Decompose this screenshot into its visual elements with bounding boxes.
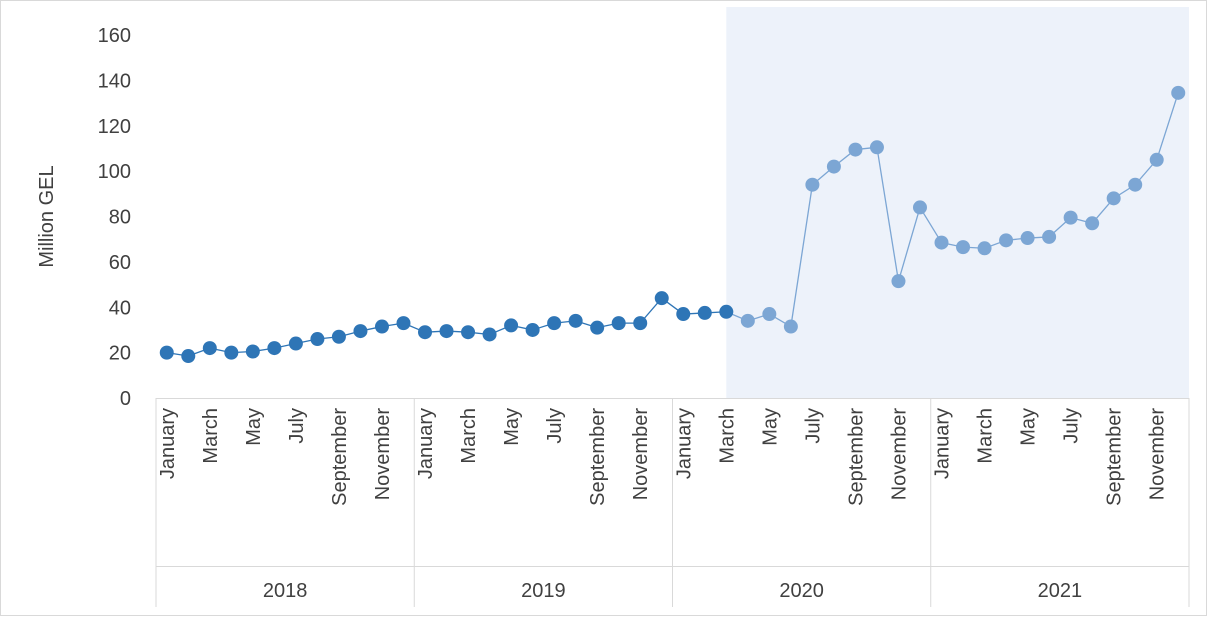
x-tick-label: September [329,408,351,506]
data-point [1042,229,1057,244]
series-segment [1156,92,1179,160]
x-tick-label: January [157,408,179,479]
y-tick-label: 60 [109,252,131,274]
data-point [331,329,346,344]
data-point [805,177,820,192]
data-point [374,319,389,334]
data-point [353,324,368,339]
data-point [482,327,497,342]
data-point [547,316,562,331]
data-point [676,307,691,322]
x-tick-label: July [1061,408,1083,444]
data-point [439,324,454,339]
y-tick-label: 160 [98,25,131,47]
series-segment [876,147,900,282]
y-tick-label: 20 [109,343,131,365]
data-point [245,344,260,359]
x-tick-label: January [932,408,954,479]
data-point [977,241,992,256]
y-axis-ticks: 0 20 40 60 80 100 120 140 160 [98,25,131,410]
x-tick-label: May [759,408,781,446]
x-tick-label: May [243,408,265,446]
x-axis [155,398,1190,607]
data-point [719,304,734,319]
x-tick-label: July [286,408,308,444]
x-axis-year-labels: 2018 2019 2020 2021 [263,580,1082,602]
y-tick-label: 120 [98,116,131,138]
data-point [912,200,927,215]
x-tick-label: September [845,408,867,506]
data-point [1149,152,1164,167]
data-point [310,332,325,347]
x-tick-label: November [372,408,394,501]
data-point [1063,210,1078,225]
data-point [783,319,798,334]
data-point [999,233,1014,248]
series-segment [897,207,921,282]
x-tick-label: November [888,408,910,501]
data-point [181,349,196,364]
series-segment [790,184,814,327]
data-point [396,316,411,331]
data-point [288,336,303,351]
year-label: 2019 [521,580,566,602]
x-tick-label: July [802,408,824,444]
data-point [461,325,476,340]
y-tick-label: 80 [109,207,131,229]
data-point [1020,231,1035,246]
data-point [633,316,648,331]
y-tick-label: 140 [98,70,131,92]
data-point [956,240,971,255]
x-tick-label: March [716,408,738,464]
x-tick-label: May [501,408,523,446]
data-point [611,316,626,331]
x-tick-label: May [1018,408,1040,446]
data-point [568,313,583,328]
y-axis-title: Million GEL [36,165,58,267]
y-tick-label: 0 [120,388,131,410]
x-tick-label: November [630,408,652,501]
data-point [159,345,174,360]
x-tick-label: January [673,408,695,479]
data-point [762,307,777,322]
x-axis-month-labels: January March May July September November Janu… [157,408,1169,506]
data-point [1128,177,1143,192]
y-tick-label: 100 [98,161,131,183]
data-point [525,322,540,337]
data-point [1171,85,1186,100]
highlight-band [726,7,1189,398]
data-point [654,291,669,306]
x-tick-label: July [544,408,566,444]
x-tick-label: March [975,408,997,464]
x-tick-label: September [587,408,609,506]
data-point [267,341,282,356]
data-point [418,325,433,340]
x-tick-label: September [1104,408,1126,506]
data-point [202,341,217,356]
data-point [869,140,884,155]
year-label: 2020 [779,580,824,602]
data-point [891,274,906,289]
x-tick-label: November [1147,408,1169,501]
data-point [826,159,841,174]
data-point [1106,191,1121,206]
data-point [697,305,712,320]
series-points [159,85,1186,364]
data-point [848,142,863,157]
x-tick-label: March [200,408,222,464]
data-point [590,320,605,335]
data-point [934,235,949,250]
y-tick-label: 40 [109,297,131,319]
x-tick-label: January [415,408,437,479]
year-label: 2021 [1038,580,1083,602]
data-point [740,313,755,328]
year-label: 2018 [263,580,308,602]
data-point [1085,216,1100,231]
x-tick-label: March [458,408,480,464]
data-point [224,345,239,360]
data-point [504,318,519,333]
